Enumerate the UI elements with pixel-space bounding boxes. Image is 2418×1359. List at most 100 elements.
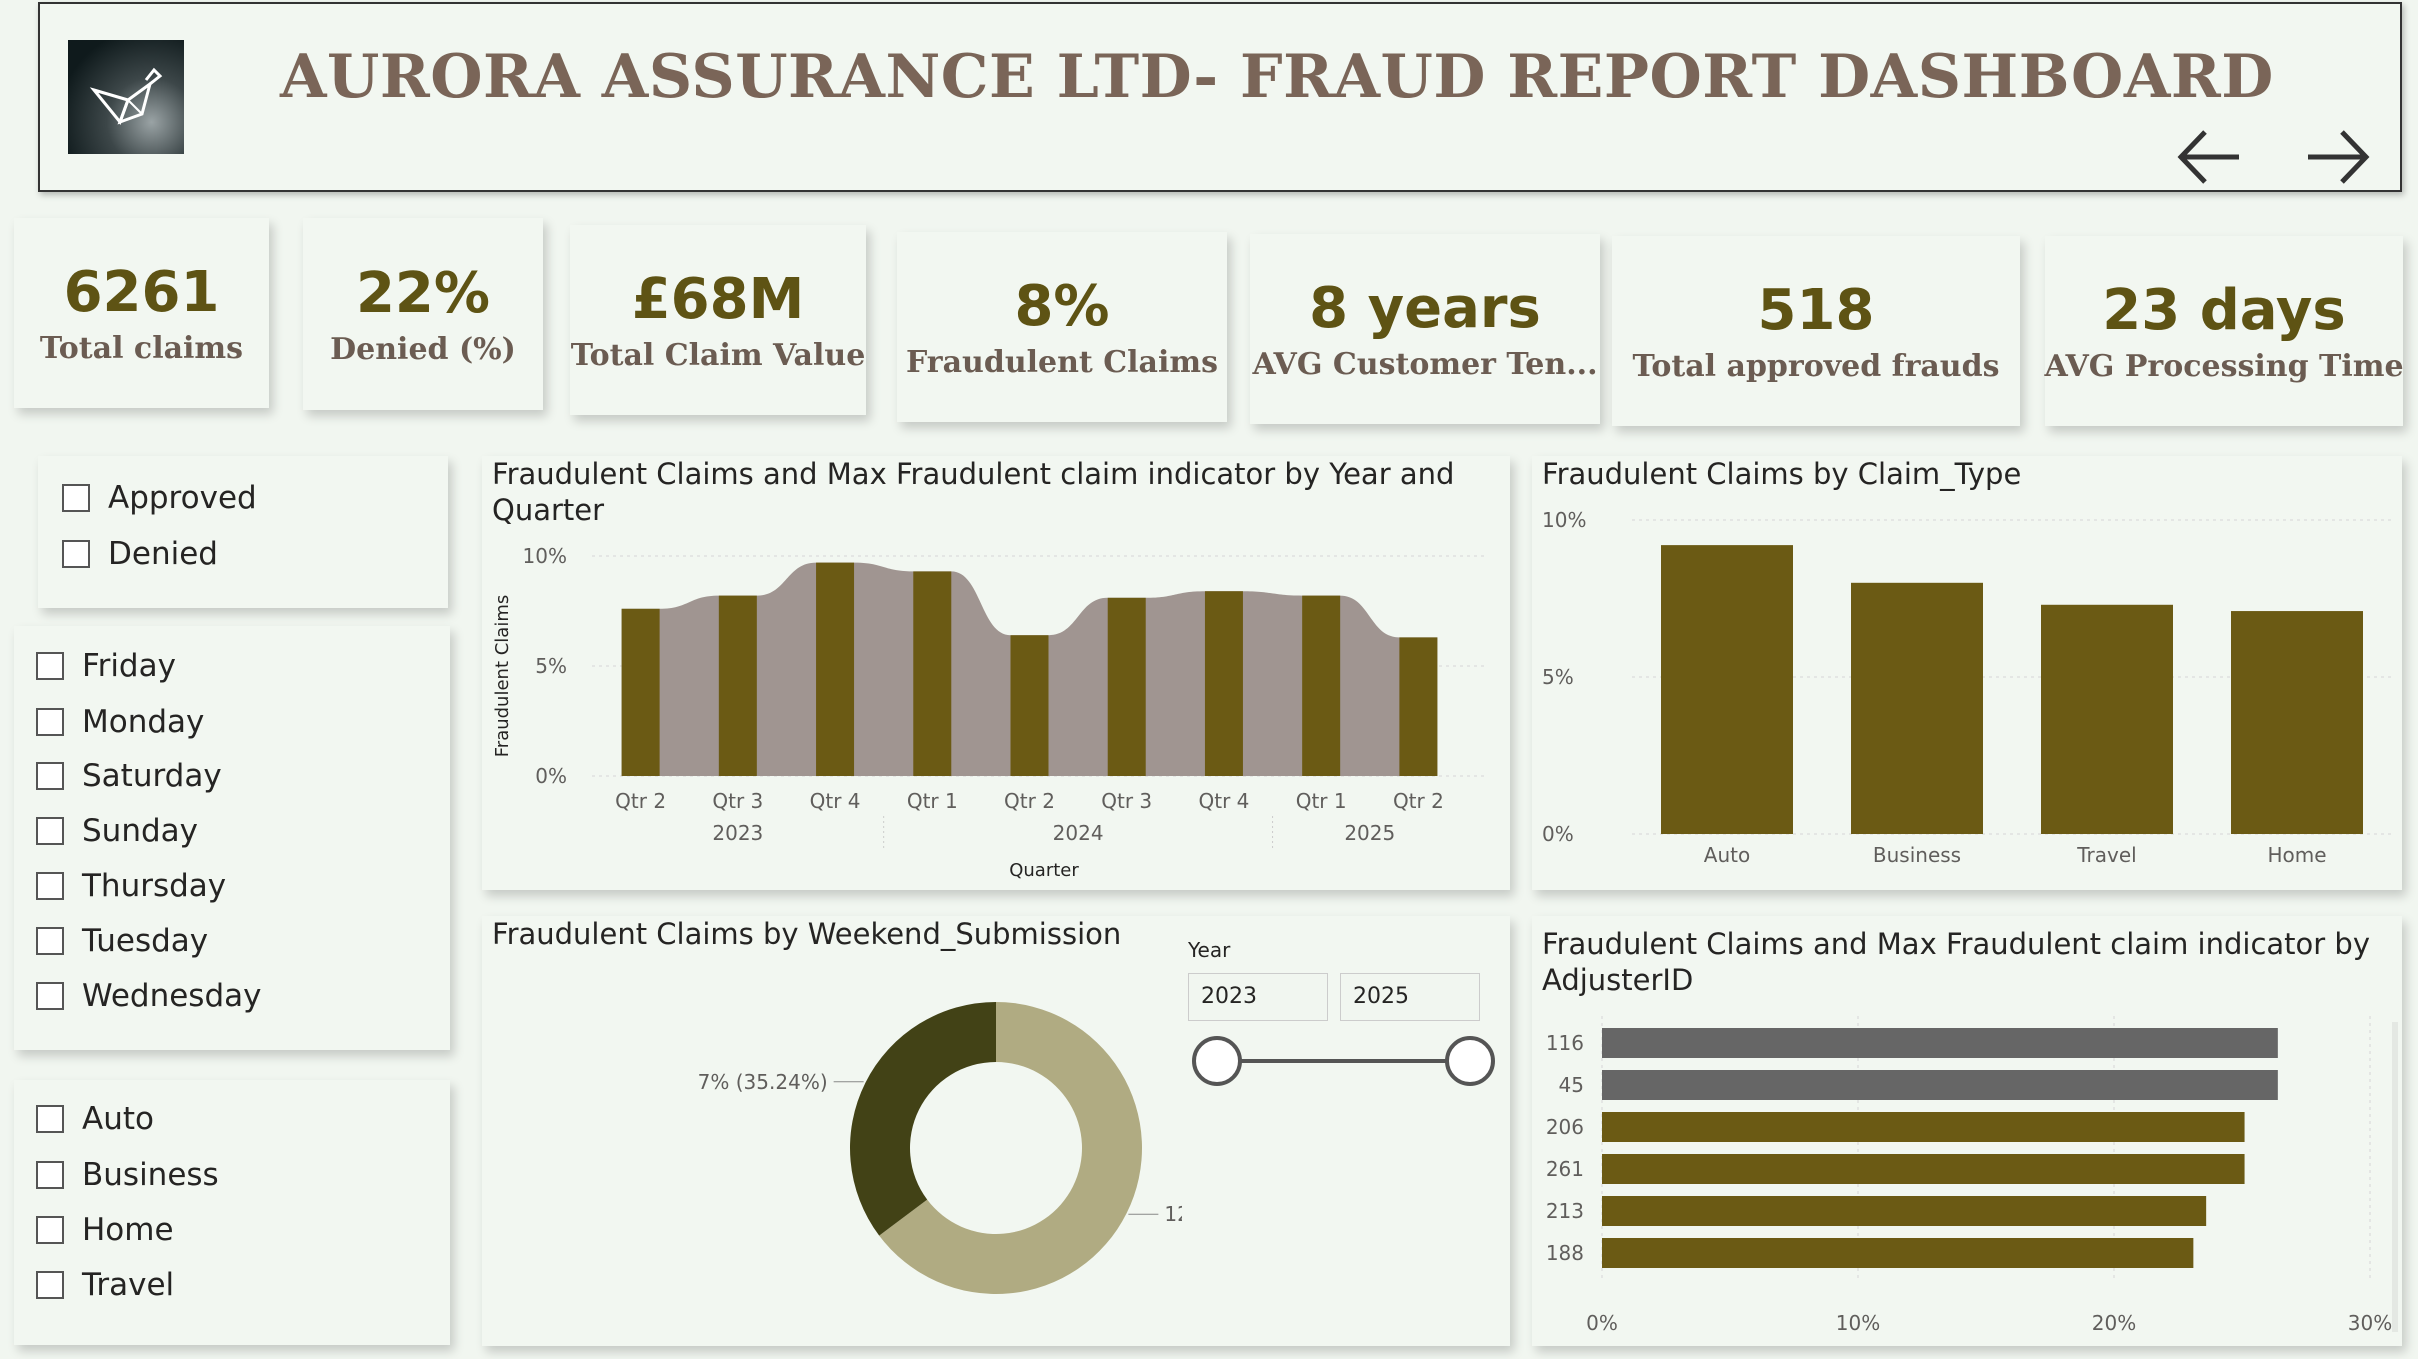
checkbox[interactable] <box>62 540 90 568</box>
weekend-donut-chart: 12% (64.76%) 7% (35.24%) <box>698 1002 1182 1294</box>
bar[interactable] <box>1399 637 1438 776</box>
slicer-option-wednesday[interactable]: Wednesday <box>36 978 261 1014</box>
checkbox[interactable] <box>36 1105 64 1133</box>
bar[interactable] <box>2231 611 2363 834</box>
kpi-value: 8% <box>1014 274 1110 339</box>
quarter-chart: 0% 5% 10% Qtr 2 Qtr 3 Qtr 4 Qtr 1 Qtr 2 Qtr 3 Qtr… <box>492 544 1487 881</box>
slicer-option-monday[interactable]: Monday <box>36 704 204 740</box>
option-label: Friday <box>82 648 176 684</box>
chart-title: Fraudulent Claims and Max Fraudulent cla… <box>492 457 1455 527</box>
slicer-option-friday[interactable]: Friday <box>36 648 176 684</box>
checkbox[interactable] <box>36 927 64 955</box>
kpi-value: £68M <box>631 267 805 332</box>
slicer-option-auto[interactable]: Auto <box>36 1101 154 1137</box>
kpi-total-claim-value: £68M Total Claim Value <box>570 225 866 415</box>
chart-title: Fraudulent Claims by Claim_Type <box>1542 457 2022 491</box>
slicer-option-tuesday[interactable]: Tuesday <box>36 923 208 959</box>
y-tick-label: 206 <box>1546 1115 1584 1139</box>
checkbox[interactable] <box>36 1216 64 1244</box>
checkbox[interactable] <box>36 762 64 790</box>
donut-slice[interactable] <box>850 1002 996 1236</box>
bar[interactable] <box>913 571 952 776</box>
checkbox[interactable] <box>36 1161 64 1189</box>
kpi-label: Total claims <box>39 331 244 366</box>
kpi-label: Fraudulent Claims <box>906 345 1218 380</box>
year-min-input[interactable]: 2023 <box>1188 973 1328 1021</box>
adjuster-chart-card: Fraudulent Claims and Max Fraudulent cla… <box>1532 916 2402 1346</box>
bar[interactable] <box>1602 1154 2245 1184</box>
year-group-label: 2024 <box>1053 821 1104 845</box>
kpi-denied-percent: 22% Denied (%) <box>303 218 543 410</box>
bar[interactable] <box>1661 545 1793 834</box>
slicer-option-business[interactable]: Business <box>36 1157 219 1193</box>
bar[interactable] <box>1602 1112 2245 1142</box>
x-tick-label: Business <box>1873 843 1961 867</box>
bar[interactable] <box>1204 591 1243 776</box>
checkbox[interactable] <box>36 652 64 680</box>
slicer-option-thursday[interactable]: Thursday <box>36 868 226 904</box>
slider-handle-max[interactable] <box>1445 1036 1495 1086</box>
data-label: 12% (64.76%) <box>1164 1202 1182 1226</box>
x-tick-label: Qtr 3 <box>712 789 763 813</box>
checkbox[interactable] <box>36 817 64 845</box>
scrollbar[interactable] <box>2392 1022 2398 1332</box>
option-label: Saturday <box>82 758 222 794</box>
checkbox[interactable] <box>36 708 64 736</box>
x-tick-label: Qtr 4 <box>810 789 861 813</box>
bar[interactable] <box>718 595 757 776</box>
year-range-slider[interactable] <box>1180 1026 1500 1096</box>
bar[interactable] <box>621 608 660 776</box>
checkbox[interactable] <box>62 484 90 512</box>
x-tick-label: Qtr 1 <box>907 789 958 813</box>
slider-handle-min[interactable] <box>1192 1036 1242 1086</box>
bar[interactable] <box>1602 1238 2194 1268</box>
year-max-input[interactable]: 2025 <box>1340 973 1480 1021</box>
kpi-total-approved-frauds: 518 Total approved frauds <box>1612 236 2020 426</box>
bar[interactable] <box>2041 604 2173 834</box>
x-axis-label: Quarter <box>1009 860 1079 881</box>
claim-type-chart: 0% 5% 10% Auto Business Travel Home <box>1542 508 2392 867</box>
option-label: Travel <box>82 1267 175 1303</box>
chart-title: Fraudulent Claims by Weekend_Submission <box>492 917 1122 951</box>
quarter-chart-card: Fraudulent Claims and Max Fraudulent cla… <box>482 456 1510 890</box>
bar[interactable] <box>1107 597 1146 776</box>
bar[interactable] <box>816 562 855 776</box>
y-tick-label: 0% <box>535 764 567 788</box>
company-logo <box>68 40 184 154</box>
arrow-left-icon[interactable] <box>2175 122 2245 192</box>
slicer-option-denied[interactable]: Denied <box>62 536 218 572</box>
y-tick-label: 10% <box>523 544 567 568</box>
x-tick-label: Qtr 2 <box>615 789 666 813</box>
bar[interactable] <box>1302 595 1341 776</box>
year-group-label: 2025 <box>1344 821 1395 845</box>
slicer-option-travel[interactable]: Travel <box>36 1267 174 1303</box>
y-tick-label: 5% <box>1542 665 1574 689</box>
x-tick-label: 20% <box>2092 1311 2136 1335</box>
x-tick-label: Auto <box>1704 843 1750 867</box>
option-label: Home <box>82 1212 174 1248</box>
weekend-chart-card: Fraudulent Claims by Weekend_Submission … <box>482 916 1510 1346</box>
checkbox[interactable] <box>36 1271 64 1299</box>
x-tick-label: 30% <box>2348 1311 2392 1335</box>
checkbox[interactable] <box>36 872 64 900</box>
slicer-option-saturday[interactable]: Saturday <box>36 758 222 794</box>
bar[interactable] <box>1010 635 1049 776</box>
y-axis-label: Fraudulent Claims <box>492 595 513 758</box>
bar[interactable] <box>1602 1028 2278 1058</box>
slicer-option-home[interactable]: Home <box>36 1212 174 1248</box>
kpi-avg-processing-time: 23 days AVG Processing Time <box>2044 236 2404 426</box>
arrow-right-icon[interactable] <box>2302 122 2372 192</box>
slicer-option-sunday[interactable]: Sunday <box>36 813 198 849</box>
bar[interactable] <box>1602 1070 2278 1100</box>
kpi-fraudulent-claims: 8% Fraudulent Claims <box>897 232 1227 422</box>
option-label: Auto <box>82 1101 154 1137</box>
bar[interactable] <box>1602 1196 2207 1226</box>
x-tick-label: Qtr 3 <box>1101 789 1152 813</box>
chart-title: Fraudulent Claims and Max Fraudulent cla… <box>1542 927 2371 997</box>
x-tick-label: Qtr 2 <box>1393 789 1444 813</box>
bar[interactable] <box>1851 582 1983 834</box>
checkbox[interactable] <box>36 982 64 1010</box>
slicer-option-approved[interactable]: Approved <box>62 480 257 516</box>
y-tick-label: 0% <box>1542 822 1574 846</box>
donut-slice[interactable] <box>879 1002 1142 1294</box>
